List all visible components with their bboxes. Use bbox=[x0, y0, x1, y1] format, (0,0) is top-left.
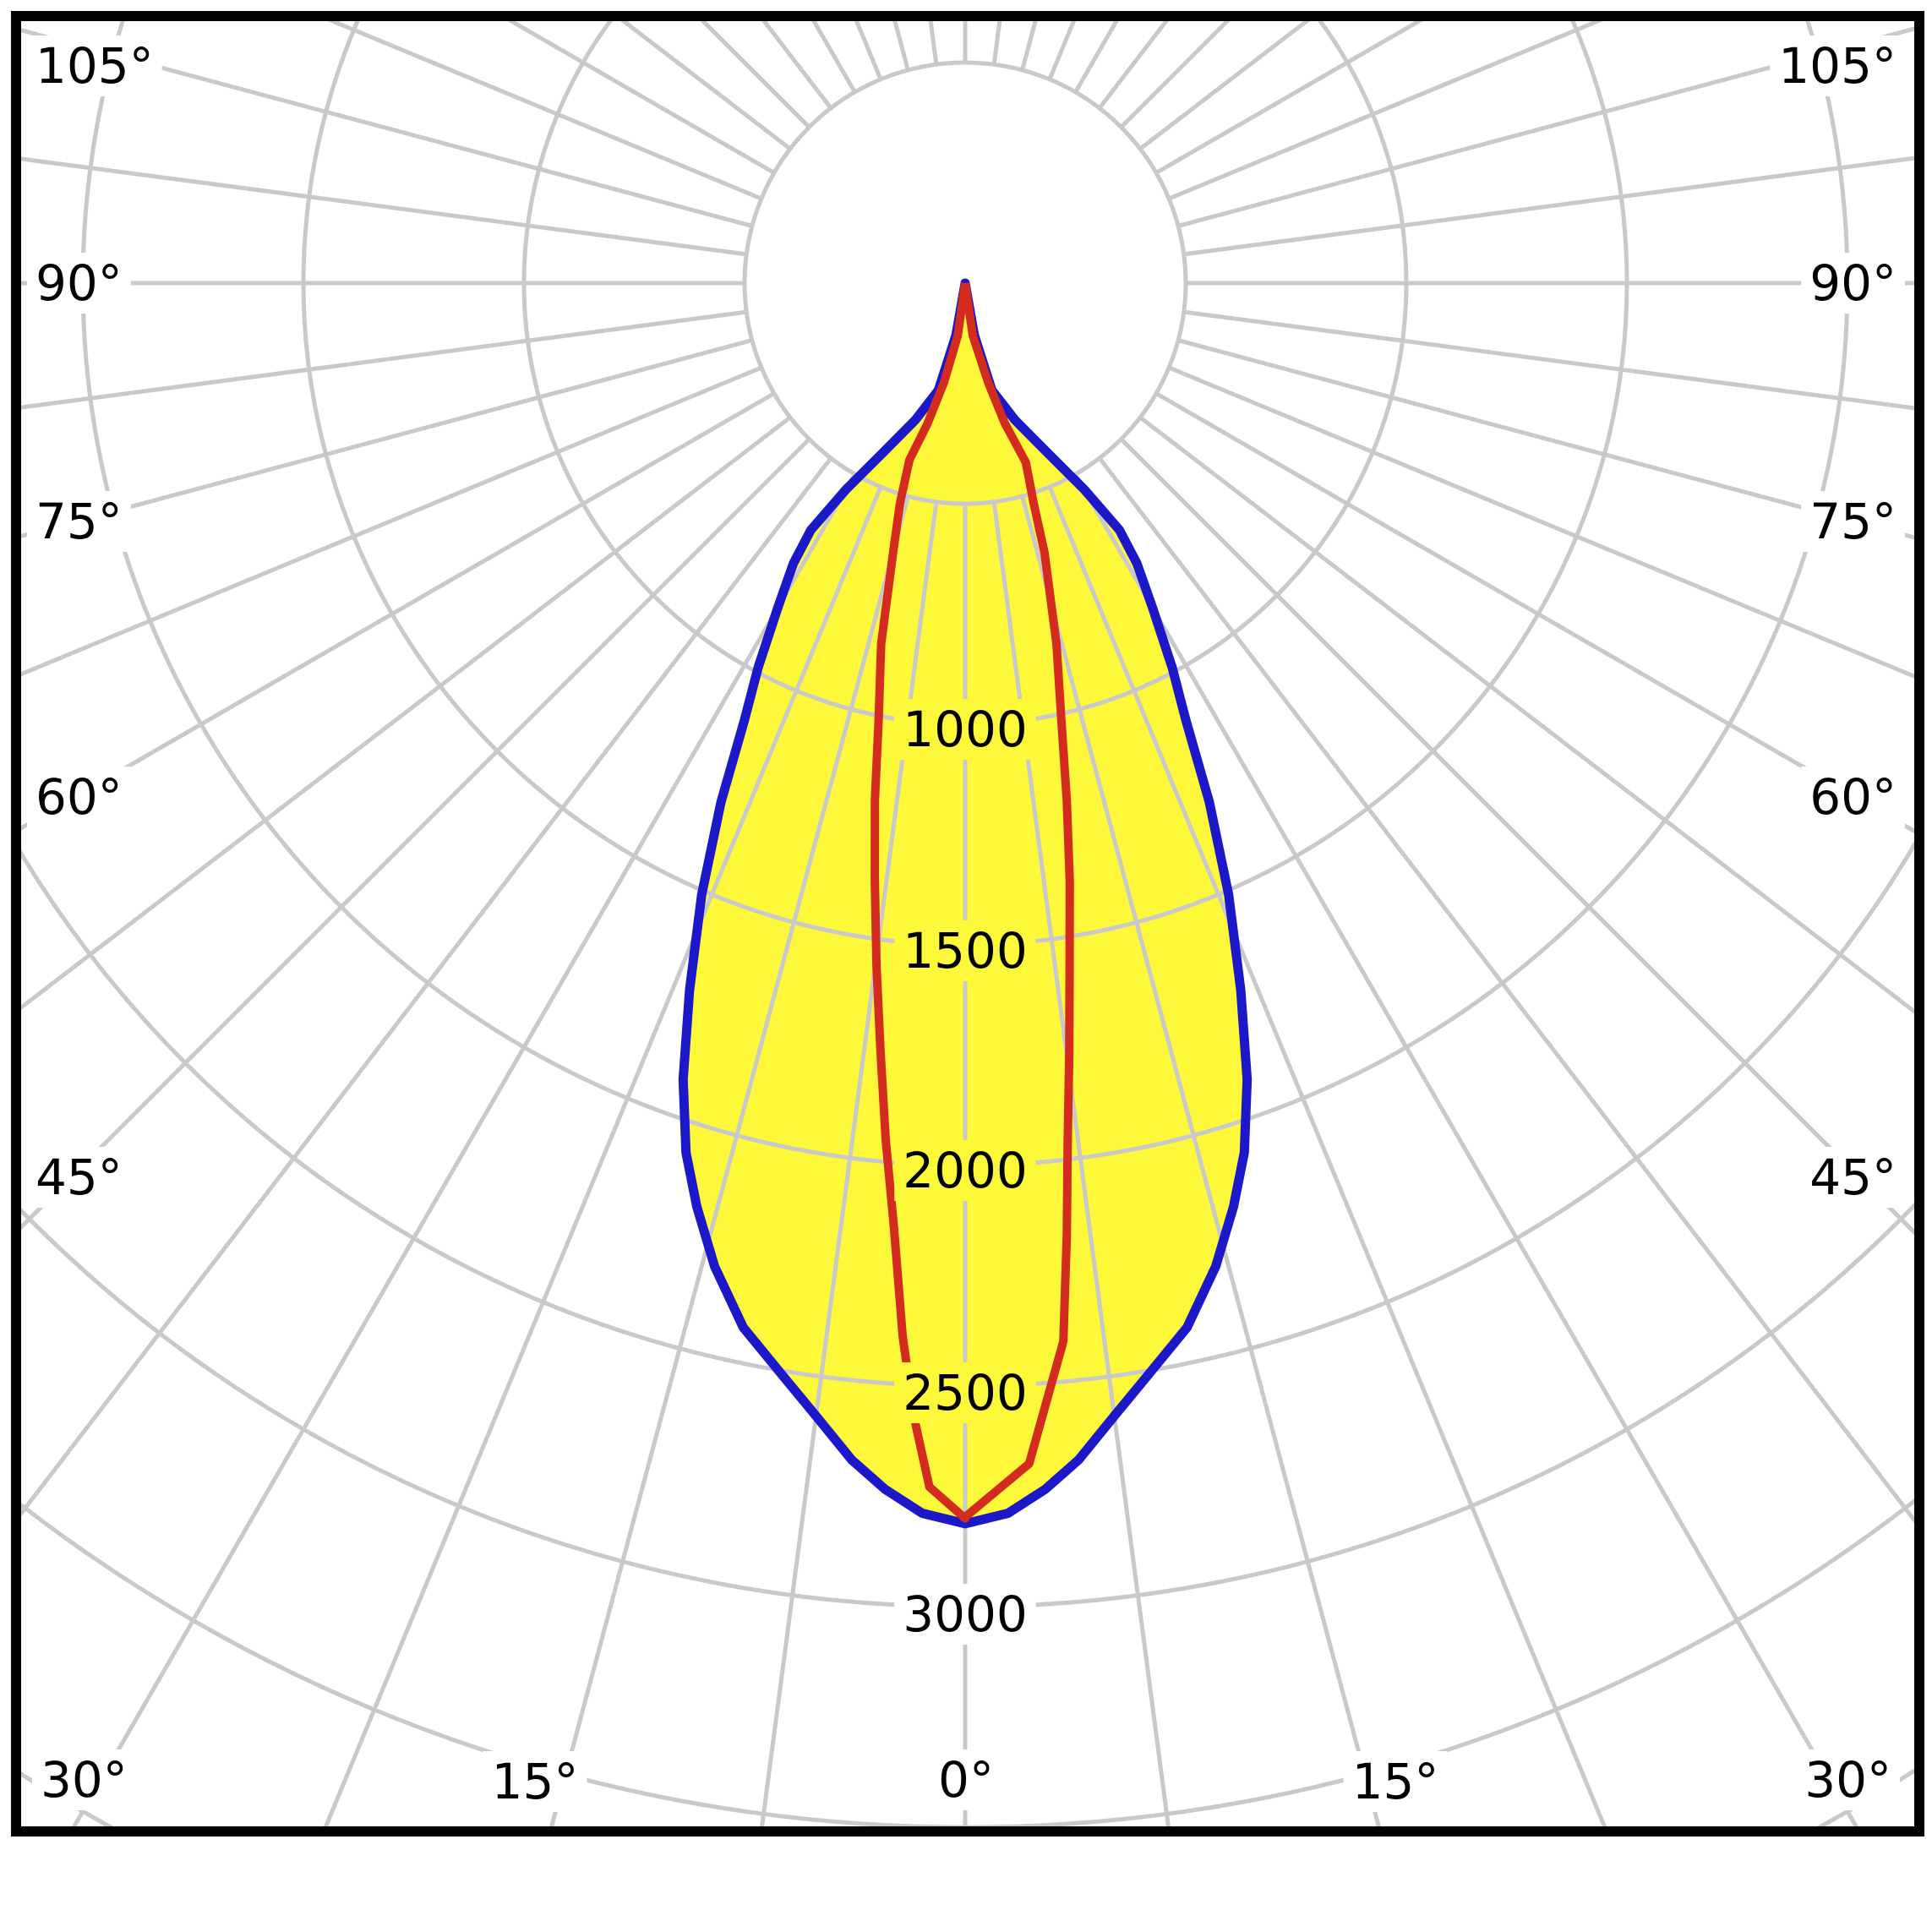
angle-label-3-60deg-bg bbox=[27, 767, 131, 827]
grid-radial-67.5 bbox=[1168, 365, 1914, 679]
angle-label-6-105deg-bg bbox=[1770, 35, 1905, 96]
angle-label-5-30deg-bg bbox=[32, 1749, 136, 1810]
angle-label-2-75deg-group: 75° bbox=[27, 491, 131, 552]
angle-label-10-45deg: 45° bbox=[1809, 1149, 1897, 1206]
grid-radial-345 bbox=[549, 495, 910, 1826]
angle-label-5-30deg: 30° bbox=[41, 1751, 128, 1809]
angle-label-7-90deg: 90° bbox=[1809, 254, 1897, 312]
angle-label-2-75deg: 75° bbox=[35, 493, 123, 550]
grid-radial-60 bbox=[1154, 391, 1914, 834]
angle-label-13-0deg: 0° bbox=[938, 1751, 994, 1809]
grid-radial-75 bbox=[1177, 338, 1914, 540]
grid-radial-15 bbox=[1020, 495, 1381, 1826]
angle-label-3-60deg: 60° bbox=[35, 768, 123, 826]
ring-label-1000: 1000 bbox=[903, 701, 1028, 758]
angle-label-9-60deg-group: 60° bbox=[1801, 767, 1905, 827]
angle-label-12-15deg: 15° bbox=[492, 1753, 579, 1810]
narrow-beam-curve bbox=[870, 282, 1074, 1523]
angle-label-1-90deg-group: 90° bbox=[27, 253, 131, 314]
angle-label-10-45deg-group: 45° bbox=[1801, 1147, 1905, 1208]
angle-label-8-75deg-bg bbox=[1801, 491, 1905, 552]
grid-radial-37.5 bbox=[1097, 456, 1914, 1524]
angle-label-13-0deg-group: 0° bbox=[930, 1749, 1002, 1810]
grid-radial-22.5 bbox=[1047, 486, 1607, 1826]
grid-radial-97.5 bbox=[1183, 156, 1914, 257]
angle-label-0-105deg: 105° bbox=[35, 37, 154, 95]
angle-label-6-105deg: 105° bbox=[1778, 37, 1897, 95]
angle-label-13-0deg-bg bbox=[930, 1749, 1002, 1810]
angle-label-3-60deg-group: 60° bbox=[27, 767, 131, 827]
ring-label-2000: 2000 bbox=[903, 1142, 1028, 1199]
angle-label-12-15deg-bg bbox=[483, 1751, 587, 1812]
angle-label-11-30deg-group: 30° bbox=[1796, 1749, 1900, 1810]
ring-label-1500: 1500 bbox=[903, 922, 1028, 980]
grid-radial-307.5 bbox=[21, 415, 792, 1011]
angle-label-1-90deg: 90° bbox=[35, 254, 123, 312]
angle-label-11-30deg: 30° bbox=[1804, 1751, 1891, 1809]
angle-label-7-90deg-bg bbox=[1801, 253, 1905, 314]
grid-radial-315 bbox=[21, 437, 811, 1231]
angle-label-10-45deg-bg bbox=[1801, 1147, 1905, 1208]
grid-radial-337.5 bbox=[323, 486, 883, 1826]
angle-label-0-105deg-group: 105° bbox=[27, 35, 162, 96]
angle-label-0-105deg-bg bbox=[27, 35, 162, 96]
ring-label-1500-bg bbox=[894, 920, 1036, 981]
ring-label-3000-group: 3000 bbox=[894, 1584, 1036, 1645]
grid-radial-277.5 bbox=[21, 309, 747, 410]
ring-label-2000-bg bbox=[894, 1140, 1036, 1201]
angle-label-2-75deg-bg bbox=[27, 491, 131, 552]
grid-radial-52.5 bbox=[1138, 415, 1914, 1014]
angle-label-8-75deg-group: 75° bbox=[1801, 491, 1905, 552]
grid-radial-300 bbox=[21, 391, 776, 831]
ring-label-1500-group: 1500 bbox=[894, 920, 1036, 981]
grid-radial-292.5 bbox=[21, 365, 762, 677]
angle-label-1-90deg-bg bbox=[27, 253, 131, 314]
angle-label-6-105deg-group: 105° bbox=[1770, 35, 1905, 96]
grid-radial-285 bbox=[21, 338, 753, 538]
grid-radial-82.5 bbox=[1183, 309, 1914, 411]
ring-label-1000-bg bbox=[894, 699, 1036, 760]
grid-radial-247.5 bbox=[327, 21, 762, 201]
grid-radial-112.5 bbox=[1168, 21, 1603, 201]
plot-frame bbox=[11, 11, 1924, 1836]
wide-beam-outline bbox=[678, 278, 1253, 1529]
angle-label-9-60deg-bg bbox=[1801, 767, 1905, 827]
grid-radial-322.5 bbox=[21, 456, 833, 1517]
ring-label-1000-group: 1000 bbox=[894, 699, 1036, 760]
ring-label-2000-group: 2000 bbox=[894, 1140, 1036, 1201]
ring-label-3000-bg bbox=[894, 1584, 1036, 1645]
angle-label-8-75deg: 75° bbox=[1809, 493, 1897, 550]
ring-label-2500-group: 2500 bbox=[894, 1362, 1036, 1423]
angle-label-4-45deg-group: 45° bbox=[27, 1147, 131, 1208]
ring-label-2500-bg bbox=[894, 1362, 1036, 1423]
angle-label-9-60deg: 60° bbox=[1809, 768, 1897, 826]
ring-label-3000: 3000 bbox=[903, 1585, 1028, 1643]
grid-radial-45 bbox=[1119, 437, 1914, 1236]
ring-label-2500: 2500 bbox=[903, 1364, 1028, 1422]
angle-label-7-90deg-group: 90° bbox=[1801, 253, 1905, 314]
angle-label-14-15deg-group: 15° bbox=[1343, 1751, 1448, 1812]
angle-label-4-45deg-bg bbox=[27, 1147, 131, 1208]
grid-radial-255 bbox=[21, 28, 753, 228]
grid-radial-262.5 bbox=[21, 156, 747, 257]
angle-label-12-15deg-group: 15° bbox=[483, 1751, 587, 1812]
angle-label-14-15deg-bg bbox=[1343, 1751, 1448, 1812]
grid-radial-105 bbox=[1177, 26, 1914, 228]
angle-label-5-30deg-group: 30° bbox=[32, 1749, 136, 1810]
angle-label-14-15deg: 15° bbox=[1352, 1753, 1439, 1810]
angle-label-11-30deg-bg bbox=[1796, 1749, 1900, 1810]
angle-label-4-45deg: 45° bbox=[35, 1149, 123, 1206]
